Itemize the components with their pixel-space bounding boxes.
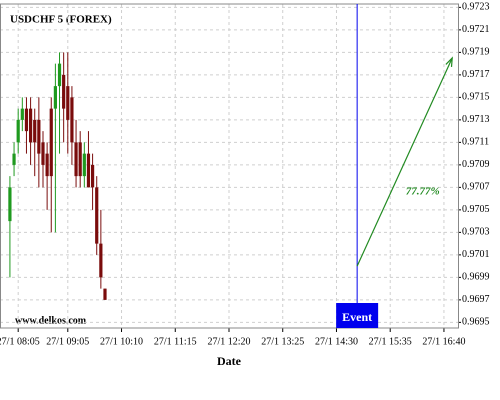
candle-body xyxy=(66,86,70,120)
candle-body xyxy=(78,142,82,177)
y-tick-label: 0.9711 xyxy=(462,137,489,148)
arrow-label: 77.77% xyxy=(406,186,440,198)
candle-body xyxy=(99,243,103,278)
candle-body xyxy=(33,119,37,143)
y-tick-label: 0.9703 xyxy=(462,227,490,238)
candle-body xyxy=(57,63,62,87)
y-tick-label: 0.9707 xyxy=(462,182,490,193)
x-tick-label: 27/1 09:05 xyxy=(46,336,89,347)
candle-body xyxy=(45,153,49,177)
projection-arrow xyxy=(356,57,453,267)
x-tick-label: 27/1 16:40 xyxy=(422,336,465,347)
candle-body xyxy=(86,153,91,188)
candle-body xyxy=(53,86,57,109)
y-tick-label: 0.9723 xyxy=(462,2,490,13)
y-tick-label: 0.9699 xyxy=(462,272,490,283)
candle-body xyxy=(28,108,33,143)
candle-body xyxy=(74,142,78,177)
candle-body xyxy=(16,119,20,143)
plot-border xyxy=(0,3,459,329)
y-tick-label: 0.9713 xyxy=(462,114,490,125)
chart-title: USDCHF 5 (FOREX) xyxy=(10,14,112,26)
y-tick-label: 0.9715 xyxy=(462,92,490,103)
y-tick-label: 0.9705 xyxy=(462,204,490,215)
y-tick-label: 0.9697 xyxy=(462,294,490,305)
x-tick-label: 27/1 13:25 xyxy=(261,336,304,347)
x-tick-label: 27/1 08:05 xyxy=(0,336,40,347)
y-tick-label: 0.9701 xyxy=(462,249,490,260)
candle-body xyxy=(90,164,95,188)
candle-body xyxy=(37,119,41,154)
y-tick-label: 0.9721 xyxy=(462,24,490,35)
y-tick-label: 0.9719 xyxy=(462,47,490,58)
candle-body xyxy=(49,108,53,177)
x-tick-label: 27/1 11:15 xyxy=(154,336,197,347)
y-tick-label: 0.9717 xyxy=(462,69,490,80)
candle-body xyxy=(103,288,107,300)
event-label: Event xyxy=(342,310,372,324)
candle-body xyxy=(82,153,86,177)
x-tick-label: 27/1 10:10 xyxy=(100,336,143,347)
candle-body xyxy=(8,187,12,222)
candle-body xyxy=(20,108,24,120)
event-box xyxy=(336,303,379,328)
y-tick-label: 0.9695 xyxy=(462,317,490,328)
candle-body xyxy=(95,187,99,244)
candle-body xyxy=(12,153,16,165)
x-tick-label: 27/1 15:35 xyxy=(369,336,412,347)
x-tick-label: 27/1 12:20 xyxy=(207,336,250,347)
candle-body xyxy=(70,97,74,143)
candle-body xyxy=(62,74,66,109)
candle-body xyxy=(41,142,45,165)
arrow-head xyxy=(445,56,453,68)
y-tick-label: 0.9709 xyxy=(462,159,490,170)
x-tick-label: 27/1 14:30 xyxy=(315,336,358,347)
candle-body xyxy=(24,108,29,132)
watermark: www.delkos.com xyxy=(15,315,87,326)
x-axis-title: Date xyxy=(217,354,242,368)
